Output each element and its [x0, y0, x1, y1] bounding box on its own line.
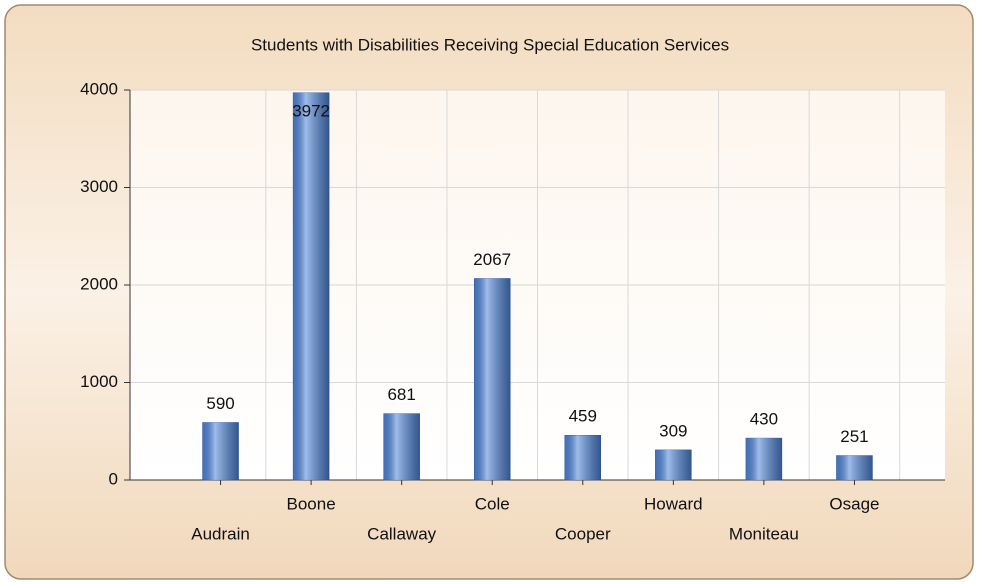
bar-shine	[293, 92, 330, 480]
x-tick-label: Moniteau	[729, 524, 799, 543]
x-tick-label: Boone	[287, 494, 336, 513]
bar-shine	[474, 278, 511, 480]
bar-shine	[564, 435, 601, 480]
x-tick-label: Audrain	[191, 524, 250, 543]
data-label: 309	[659, 421, 687, 440]
data-label: 3972	[292, 101, 330, 120]
x-tick-label: Cole	[475, 494, 510, 513]
bar-shine	[836, 455, 873, 480]
data-label: 681	[387, 385, 415, 404]
y-tick-label: 3000	[80, 177, 118, 196]
data-label: 251	[840, 427, 868, 446]
data-label: 430	[750, 410, 778, 429]
data-label: 459	[569, 407, 597, 426]
x-tick-label: Callaway	[367, 524, 436, 543]
bar-shine	[655, 449, 692, 480]
x-tick-label: Cooper	[555, 524, 611, 543]
x-tick-label: Osage	[829, 494, 879, 513]
y-tick-label: 1000	[80, 372, 118, 391]
x-tick-label: Howard	[644, 494, 703, 513]
data-label: 2067	[473, 250, 511, 269]
bar-shine	[383, 413, 420, 480]
chart-title: Students with Disabilities Receiving Spe…	[251, 35, 729, 54]
y-tick-label: 0	[109, 469, 118, 488]
bar-shine	[745, 438, 782, 480]
bar-shine	[202, 422, 239, 480]
y-tick-label: 4000	[80, 79, 118, 98]
data-label: 590	[206, 394, 234, 413]
y-tick-label: 2000	[80, 274, 118, 293]
